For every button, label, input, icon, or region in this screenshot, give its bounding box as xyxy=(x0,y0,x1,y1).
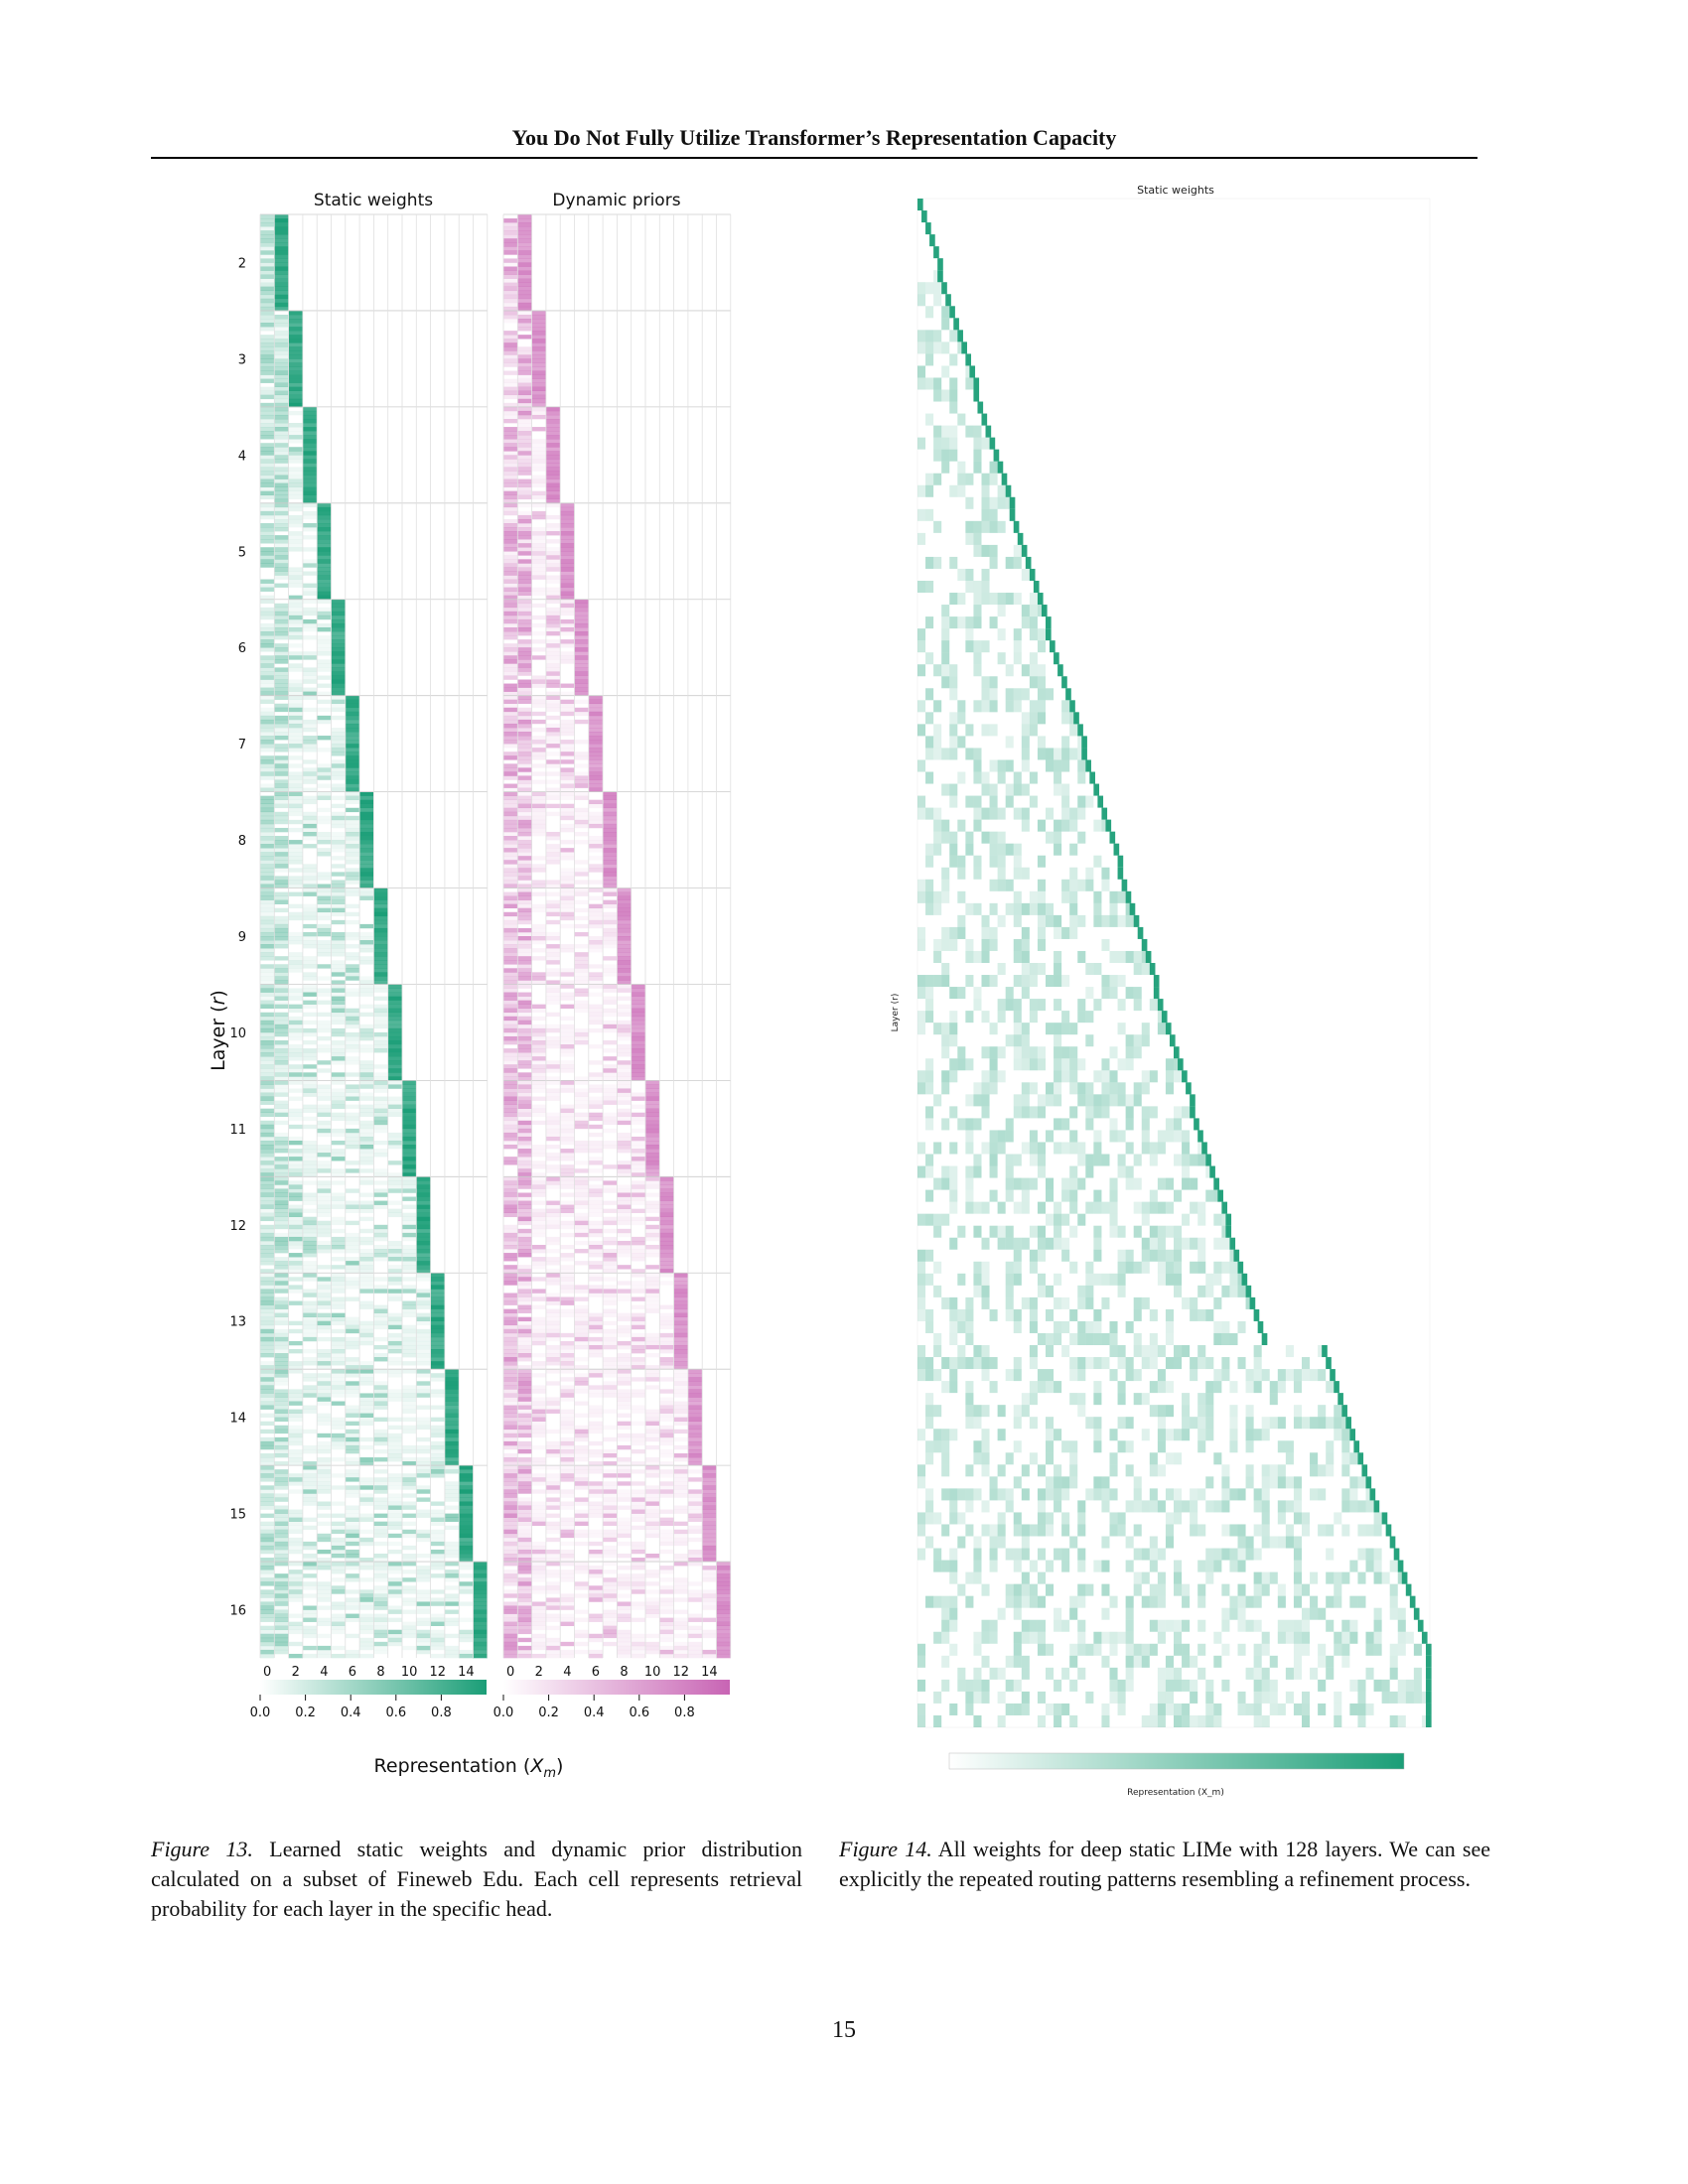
svg-text:8: 8 xyxy=(376,1665,384,1680)
svg-text:14: 14 xyxy=(701,1665,718,1680)
svg-text:4: 4 xyxy=(320,1665,328,1680)
svg-text:12: 12 xyxy=(429,1665,446,1680)
heatmap-deep-static-weights xyxy=(916,198,1432,1728)
fig14-colorbar xyxy=(948,1752,1405,1770)
svg-text:0.4: 0.4 xyxy=(584,1706,605,1720)
page-number: 15 xyxy=(832,2017,856,2043)
heatmap-static-weights xyxy=(259,213,489,1659)
svg-text:2: 2 xyxy=(292,1665,300,1680)
figure-14-caption-text: All weights for deep static LIMe with 12… xyxy=(839,1837,1490,1891)
colorbar-ticks: 0.0 0.2 0.4 0.6 0.8 0.0 0.2 0.4 0.6 0.8 xyxy=(250,1695,695,1720)
fig14-title: Static weights xyxy=(1137,184,1214,197)
svg-text:6: 6 xyxy=(592,1665,600,1680)
svg-text:5: 5 xyxy=(238,545,246,560)
svg-text:0.8: 0.8 xyxy=(431,1706,452,1720)
figure-13-caption-label: Figure 13. xyxy=(151,1837,253,1861)
svg-text:10: 10 xyxy=(229,1026,246,1041)
svg-text:0.2: 0.2 xyxy=(295,1706,316,1720)
svg-text:7: 7 xyxy=(238,738,246,752)
svg-text:9: 9 xyxy=(238,930,246,945)
svg-text:0.2: 0.2 xyxy=(538,1706,559,1720)
svg-text:0.0: 0.0 xyxy=(250,1706,271,1720)
svg-text:3: 3 xyxy=(238,352,246,367)
svg-text:0.4: 0.4 xyxy=(341,1706,361,1720)
svg-text:8: 8 xyxy=(238,834,246,849)
svg-text:8: 8 xyxy=(620,1665,628,1680)
figure-13-caption-text: Learned static weights and dynamic prior… xyxy=(151,1837,802,1921)
figure-14-caption: Figure 14. All weights for deep static L… xyxy=(839,1835,1490,1894)
svg-text:15: 15 xyxy=(229,1508,246,1523)
svg-text:4: 4 xyxy=(563,1665,571,1680)
figure-13: Static weights Dynamic priors 2 3 4 5 6 7 8 9 10… xyxy=(208,191,732,1781)
svg-text:6: 6 xyxy=(349,1665,356,1680)
svg-text:0: 0 xyxy=(263,1665,271,1680)
fig14-x-axis-label: Representation (X_m) xyxy=(1127,1788,1224,1798)
colorbar-static xyxy=(260,1680,487,1695)
panel-title-dynamic: Dynamic priors xyxy=(552,191,680,210)
svg-text:14: 14 xyxy=(229,1412,246,1427)
svg-text:11: 11 xyxy=(229,1123,246,1138)
layer-tick-labels: 2 3 4 5 6 7 8 9 10 11 12 13 14 15 16 xyxy=(229,256,246,1618)
svg-text:14: 14 xyxy=(458,1665,475,1680)
x-axis-label: Representation (Xm) xyxy=(374,1755,564,1781)
figure-14-caption-label: Figure 14. xyxy=(839,1837,932,1861)
svg-text:0.6: 0.6 xyxy=(385,1706,406,1720)
y-axis-label: Layer (r) xyxy=(208,990,229,1071)
svg-text:10: 10 xyxy=(644,1665,661,1680)
svg-text:13: 13 xyxy=(229,1315,246,1330)
svg-text:12: 12 xyxy=(229,1219,246,1234)
svg-text:6: 6 xyxy=(238,641,246,656)
figure-13-caption: Figure 13. Learned static weights and dy… xyxy=(151,1835,802,1924)
header-rule xyxy=(151,157,1477,159)
figure-canvas: Static weights Dynamic priors 2 3 4 5 6 7 8 9 10… xyxy=(208,184,1432,1798)
svg-text:2: 2 xyxy=(535,1665,543,1680)
svg-text:10: 10 xyxy=(401,1665,418,1680)
svg-text:0.8: 0.8 xyxy=(674,1706,695,1720)
fig14-y-axis-label: Layer (r) xyxy=(891,994,901,1032)
svg-text:2: 2 xyxy=(238,256,246,271)
svg-text:4: 4 xyxy=(238,449,246,464)
x-tick-labels: 0 2 4 6 8 10 12 14 0 2 4 6 8 10 12 14 xyxy=(263,1665,718,1680)
panel-title-static: Static weights xyxy=(314,191,433,210)
running-title: You Do Not Fully Utilize Transformer’s R… xyxy=(511,125,1117,150)
svg-text:12: 12 xyxy=(672,1665,689,1680)
svg-text:0.0: 0.0 xyxy=(493,1706,514,1720)
colorbar-dynamic xyxy=(503,1680,730,1695)
svg-text:0.6: 0.6 xyxy=(629,1706,649,1720)
heatmap-dynamic-priors xyxy=(502,213,732,1659)
figure-14: Static weights Layer (r) Representation … xyxy=(891,184,1432,1798)
svg-text:16: 16 xyxy=(229,1604,246,1619)
svg-text:0: 0 xyxy=(506,1665,514,1680)
